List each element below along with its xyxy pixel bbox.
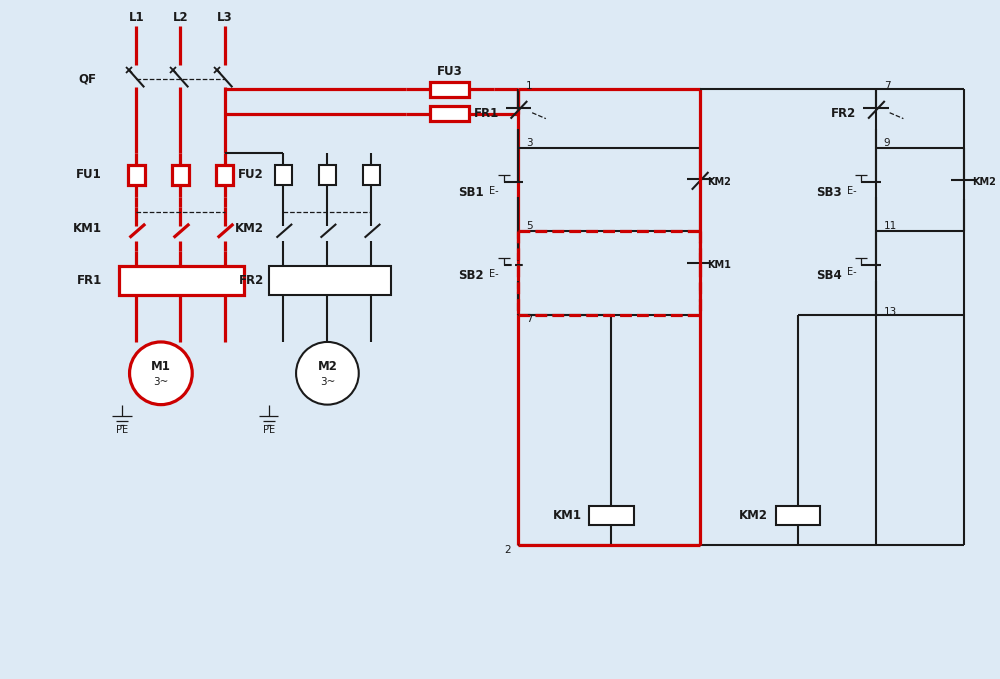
Text: KM2: KM2: [972, 177, 996, 187]
Bar: [776, 506, 820, 525]
Text: E-: E-: [489, 186, 499, 196]
Text: FU3: FU3: [437, 65, 463, 78]
Text: FR2: FR2: [238, 274, 264, 287]
Text: KM1: KM1: [707, 260, 731, 270]
Text: 11: 11: [884, 221, 897, 232]
Text: KM2: KM2: [707, 177, 731, 187]
Text: KM1: KM1: [73, 222, 102, 236]
Text: M1: M1: [151, 360, 171, 373]
Text: 7: 7: [526, 314, 533, 325]
Text: 13: 13: [884, 307, 897, 316]
Text: FR1: FR1: [474, 107, 499, 120]
Text: 5: 5: [526, 221, 533, 232]
Bar: [430, 82, 469, 96]
Bar: [363, 165, 380, 185]
Text: 3~: 3~: [153, 377, 169, 387]
Text: E-: E-: [489, 270, 499, 279]
Text: 3: 3: [526, 138, 533, 148]
Text: E-: E-: [847, 186, 856, 196]
Text: PE: PE: [116, 425, 128, 435]
Text: SB3: SB3: [816, 185, 842, 198]
Text: FR2: FR2: [831, 107, 856, 120]
Text: PE: PE: [263, 425, 275, 435]
Text: 7: 7: [884, 81, 890, 91]
Text: KM2: KM2: [739, 509, 768, 522]
Bar: [319, 165, 336, 185]
Text: M2: M2: [317, 360, 337, 373]
Text: 9: 9: [884, 138, 890, 148]
Text: FU1: FU1: [76, 168, 102, 181]
Text: E-: E-: [847, 268, 856, 278]
Text: L3: L3: [217, 12, 232, 24]
Text: SB2: SB2: [459, 269, 484, 282]
Circle shape: [130, 342, 192, 405]
Text: SB4: SB4: [816, 269, 842, 282]
Text: L1: L1: [129, 12, 144, 24]
Bar: [275, 165, 292, 185]
Circle shape: [296, 342, 359, 405]
Text: QF: QF: [78, 73, 96, 86]
Text: KM2: KM2: [235, 222, 264, 236]
Text: L2: L2: [173, 12, 188, 24]
Bar: [430, 107, 469, 121]
Bar: [589, 506, 634, 525]
Text: FR1: FR1: [77, 274, 102, 287]
Text: FU2: FU2: [238, 168, 264, 181]
Bar: [216, 165, 233, 185]
Text: 3~: 3~: [320, 377, 335, 387]
Text: KM1: KM1: [553, 509, 582, 522]
Bar: [269, 265, 391, 295]
Bar: [119, 265, 244, 295]
Bar: [128, 165, 145, 185]
Text: 2: 2: [504, 545, 511, 555]
Bar: [172, 165, 189, 185]
Text: SB1: SB1: [459, 185, 484, 198]
Text: 1: 1: [526, 81, 533, 91]
